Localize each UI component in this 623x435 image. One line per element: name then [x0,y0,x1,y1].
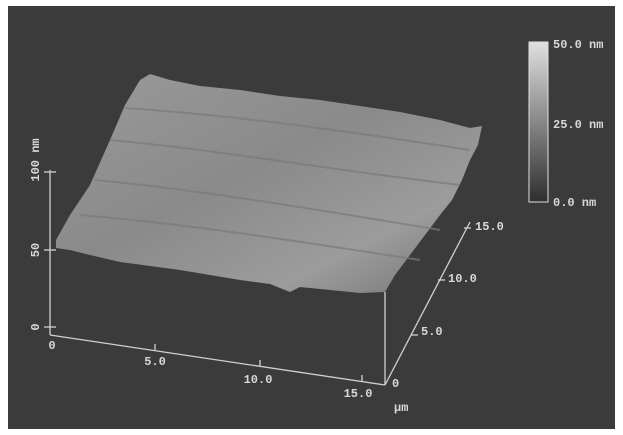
x-tick-label: 0 [48,339,55,353]
x-tick-label: 5.0 [144,355,166,369]
z-tick-label: 50 [29,243,43,257]
x-tick-label: 10.0 [244,373,273,387]
z-tick-label: 0 [29,323,43,330]
colorbar-label: 0.0 nm [553,196,596,210]
y-tick-label: 5.0 [421,325,443,339]
z-tick-label: 100 nm [29,138,43,181]
unit-label: µm [394,401,408,415]
axes [44,170,471,386]
surface [56,74,482,293]
y-tick-label: 15.0 [475,220,504,234]
x-tick-label: 15.0 [344,387,373,401]
y-tick-label: 0 [392,377,399,391]
y-tick-label: 10.0 [448,272,477,286]
colorbar-label: 25.0 nm [553,118,603,132]
colorbar [528,41,549,203]
surface-ridges [79,107,471,261]
colorbar-label: 50.0 nm [553,38,603,52]
